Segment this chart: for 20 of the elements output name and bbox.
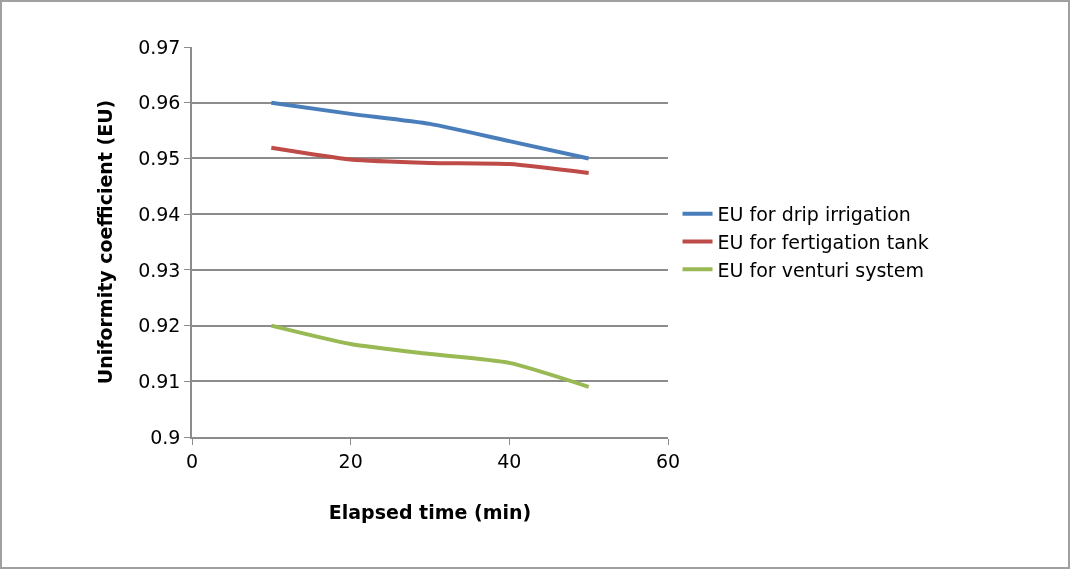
y-tick-label: 0.91: [138, 369, 181, 392]
y-axis-title: Uniformity coefficient (EU): [94, 99, 117, 385]
line-series: [269, 100, 591, 161]
y-tick-label: 0.95: [138, 147, 181, 170]
y-tick-label: 0.94: [138, 202, 181, 225]
x-tick-label: 0: [185, 449, 199, 472]
legend-label: EU for fertigation tank: [717, 230, 929, 253]
legend-label: EU for venturi system: [717, 258, 924, 281]
x-axis-title: Elapsed time (min): [328, 500, 532, 523]
line-series: [269, 145, 591, 175]
y-tick-label: 0.96: [138, 91, 181, 114]
x-tick-label: 40: [497, 449, 522, 472]
y-tick-label: 0.92: [138, 314, 181, 337]
y-tick-label: 0.93: [138, 258, 181, 281]
y-tick-label: 0.9: [150, 425, 181, 448]
line-series: [269, 323, 591, 389]
legend-label: EU for drip irrigation: [717, 203, 911, 226]
x-tick-label: 20: [338, 449, 363, 472]
y-tick-label: 0.97: [138, 35, 181, 58]
x-tick-label: 60: [655, 449, 681, 472]
